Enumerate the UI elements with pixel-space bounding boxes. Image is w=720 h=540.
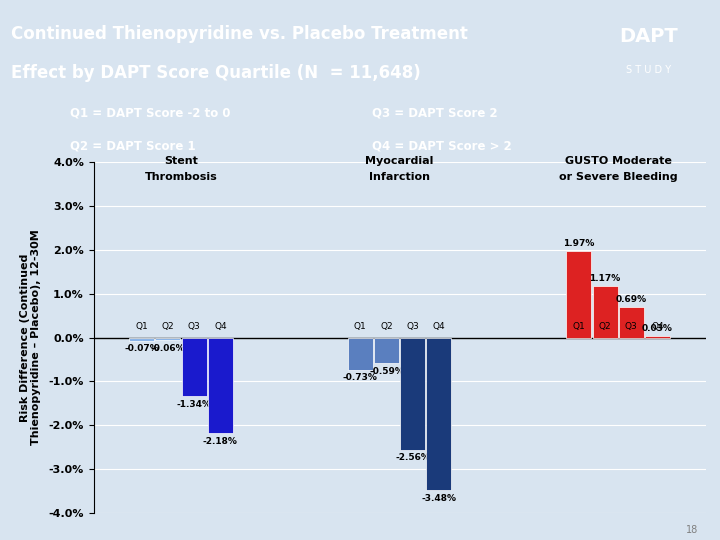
Text: Q2: Q2 — [161, 322, 174, 331]
Text: -0.07%: -0.07% — [125, 344, 159, 353]
Text: 0.03%: 0.03% — [642, 323, 673, 333]
Text: Q4 = DAPT Score > 2: Q4 = DAPT Score > 2 — [372, 139, 512, 152]
Bar — [593, 286, 618, 338]
Text: 1.97%: 1.97% — [563, 239, 595, 247]
Text: Q4: Q4 — [214, 322, 227, 331]
Text: Effect by DAPT Score Quartile (N  = 11,648): Effect by DAPT Score Quartile (N = 11,64… — [12, 64, 421, 82]
Text: or Severe Bleeding: or Severe Bleeding — [559, 172, 678, 182]
Text: -0.73%: -0.73% — [343, 373, 378, 382]
Text: Myocardial: Myocardial — [366, 157, 433, 166]
Bar — [618, 307, 644, 338]
Text: -0.06%: -0.06% — [150, 343, 185, 353]
Bar — [129, 338, 154, 341]
Bar — [567, 251, 591, 338]
Text: Q2: Q2 — [380, 322, 393, 331]
Text: GUSTO Moderate: GUSTO Moderate — [564, 157, 672, 166]
Text: -1.34%: -1.34% — [176, 400, 212, 409]
Text: -0.59%: -0.59% — [369, 367, 404, 376]
Text: Q4: Q4 — [433, 322, 445, 331]
Text: Thrombosis: Thrombosis — [145, 172, 217, 182]
Text: 18: 18 — [686, 524, 698, 535]
Text: Q2: Q2 — [599, 322, 611, 331]
Text: Q3: Q3 — [625, 322, 638, 331]
Text: -2.18%: -2.18% — [203, 437, 238, 445]
Text: Q1 = DAPT Score -2 to 0: Q1 = DAPT Score -2 to 0 — [70, 107, 230, 120]
Bar — [374, 338, 399, 363]
Text: Q3 = DAPT Score 2: Q3 = DAPT Score 2 — [372, 107, 498, 120]
Bar — [156, 338, 181, 340]
Text: Q3: Q3 — [188, 322, 200, 331]
Bar — [426, 338, 451, 490]
Text: DAPT: DAPT — [619, 28, 678, 46]
Bar — [645, 336, 670, 338]
Text: Continued Thienopyridine vs. Placebo Treatment: Continued Thienopyridine vs. Placebo Tre… — [12, 25, 468, 43]
Text: Stent: Stent — [164, 157, 198, 166]
Bar — [400, 338, 426, 450]
Text: -3.48%: -3.48% — [421, 494, 456, 503]
Text: Q1: Q1 — [572, 322, 585, 331]
Text: Q2 = DAPT Score 1: Q2 = DAPT Score 1 — [70, 139, 195, 152]
Text: Infarction: Infarction — [369, 172, 430, 182]
Text: 0.69%: 0.69% — [616, 295, 647, 303]
Bar — [348, 338, 373, 369]
Text: -2.56%: -2.56% — [395, 454, 430, 462]
Text: S T U D Y: S T U D Y — [626, 65, 671, 75]
Text: Q4: Q4 — [651, 322, 664, 331]
Text: 1.17%: 1.17% — [590, 274, 621, 282]
Bar — [181, 338, 207, 396]
Bar — [208, 338, 233, 433]
Text: Q3: Q3 — [406, 322, 419, 331]
Text: Q1: Q1 — [354, 322, 366, 331]
Text: Q1: Q1 — [135, 322, 148, 331]
Y-axis label: Risk Difference (Continued
Thienopyridine – Placebo), 12-30M: Risk Difference (Continued Thienopyridin… — [20, 230, 42, 446]
